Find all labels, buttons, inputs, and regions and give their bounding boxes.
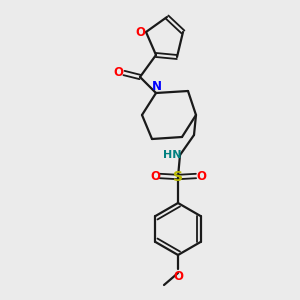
Text: HN: HN [163, 150, 181, 160]
Text: O: O [113, 67, 123, 80]
Text: S: S [173, 170, 183, 184]
Text: O: O [150, 169, 160, 182]
Text: N: N [152, 80, 162, 92]
Text: O: O [196, 169, 206, 182]
Text: O: O [173, 271, 183, 284]
Text: O: O [135, 26, 145, 38]
